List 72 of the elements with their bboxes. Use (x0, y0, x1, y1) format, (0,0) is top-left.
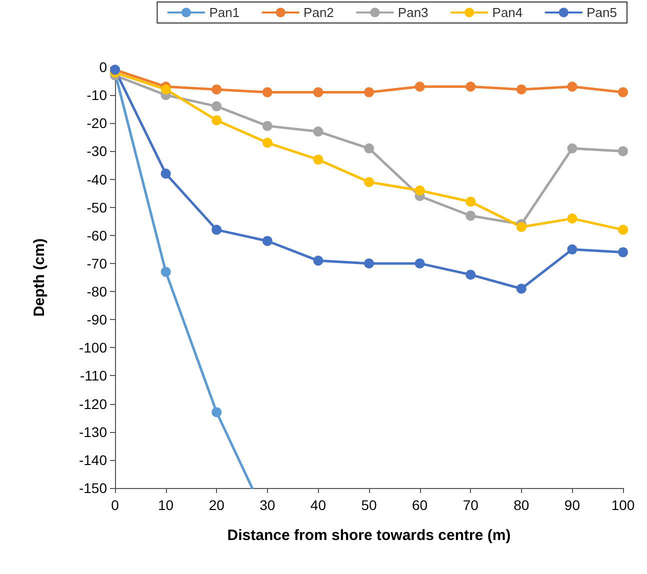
legend-label: Pan2 (304, 5, 334, 20)
point (160, 84, 171, 94)
x-tick-label: 90 (564, 497, 580, 513)
x-tick-label: 10 (158, 497, 174, 513)
point (212, 115, 222, 126)
point (262, 236, 272, 246)
point (516, 222, 526, 232)
point (466, 196, 476, 207)
point (212, 224, 222, 235)
point (160, 266, 171, 277)
y-tick-label: -150 (78, 480, 108, 496)
x-tick-label: 20 (208, 497, 225, 513)
point (313, 256, 324, 266)
point (364, 143, 374, 154)
y-tick-label: -90 (86, 312, 108, 328)
point (466, 82, 476, 92)
legend-label: Pan5 (586, 5, 618, 20)
point (466, 210, 476, 221)
point (414, 82, 425, 92)
point (414, 258, 425, 268)
point (364, 87, 374, 98)
y-tick-label: -110 (80, 368, 108, 384)
point (567, 214, 578, 224)
legend-label: Pan3 (398, 5, 428, 20)
y-tick-label: -130 (78, 424, 108, 440)
x-tick-label: 60 (412, 497, 428, 513)
y-tick-label: -60 (86, 227, 108, 244)
point (618, 224, 628, 235)
point (516, 284, 526, 294)
point (618, 87, 628, 98)
legend-label: Pan1 (209, 5, 240, 20)
point (262, 87, 272, 98)
point (567, 143, 578, 154)
point (313, 126, 324, 137)
y-axis-title: Depth (cm) (31, 238, 48, 317)
y-tick-label: -40 (86, 171, 108, 188)
y-tick-label: -70 (86, 255, 108, 272)
y-tick-label: -10 (86, 87, 108, 104)
y-tick-label: -80 (86, 284, 108, 300)
y-tick-label: -140 (78, 452, 108, 468)
x-tick-label: 50 (361, 497, 377, 513)
x-tick-label: 80 (514, 497, 530, 513)
point (212, 101, 222, 112)
point (262, 120, 272, 131)
point (212, 407, 222, 418)
point (313, 87, 324, 98)
point (262, 138, 272, 148)
point (618, 247, 628, 258)
point (364, 177, 374, 188)
point (313, 154, 324, 165)
point (212, 84, 222, 94)
y-tick-label: -120 (78, 396, 108, 412)
y-tick-label: -50 (86, 199, 108, 216)
point (364, 258, 374, 268)
point (414, 185, 425, 196)
point (567, 82, 578, 92)
y-tick-label: -20 (86, 115, 108, 132)
y-tick-label: -30 (86, 143, 108, 160)
x-tick-label: 30 (260, 497, 276, 513)
legend-label: Pan4 (492, 5, 523, 20)
x-tick-label: 0 (111, 497, 120, 513)
x-tick-label: 40 (310, 497, 326, 513)
point (567, 244, 578, 254)
y-tick-label: 0 (99, 59, 108, 75)
point (160, 168, 171, 179)
x-axis-title: Distance from shore towards centre (m) (227, 527, 511, 544)
x-tick-label: 70 (462, 497, 479, 513)
point (618, 146, 628, 156)
x-tick-label: 100 (611, 497, 635, 513)
y-tick-label: -100 (78, 340, 108, 356)
point (466, 270, 476, 280)
point (516, 84, 526, 94)
